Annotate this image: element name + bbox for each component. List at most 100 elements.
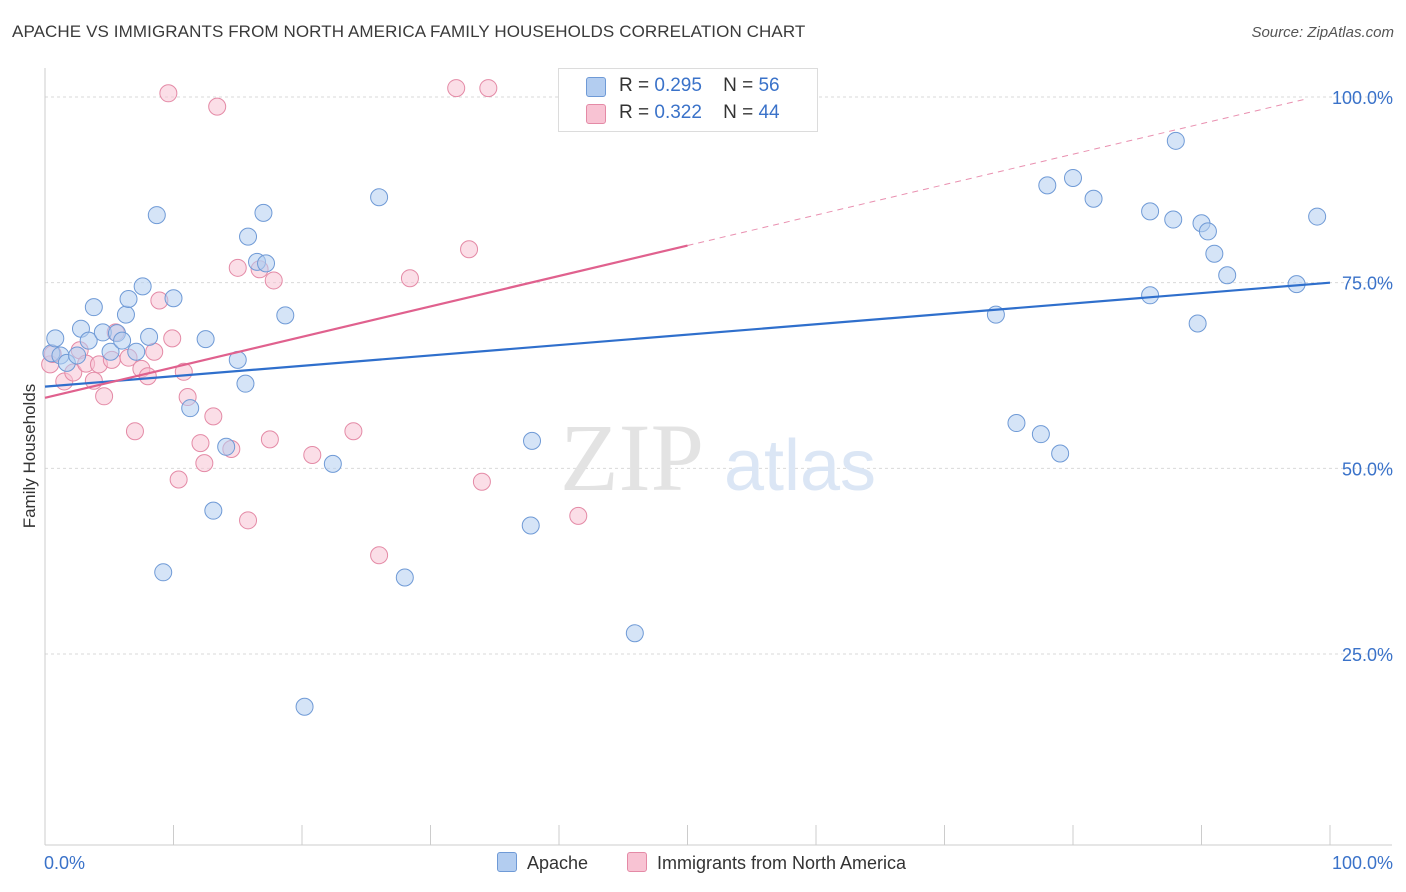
y-tick-label: 25.0% [1342,645,1393,665]
point-apache [625,624,644,643]
axes [44,68,1392,846]
point-apache [1198,222,1217,241]
trend-line-immigrants [44,244,688,399]
point-apache [239,227,258,246]
point-immigrants [138,367,157,386]
point-apache [204,501,223,520]
trend-line-apache [44,281,1331,388]
point-apache [79,331,98,350]
legend-series: Apache Immigrants from North America [0,852,1406,878]
y-axis-label: Family Households [20,384,39,529]
y-tick-label: 100.0% [1332,88,1393,108]
point-apache [1141,202,1160,221]
point-apache [521,516,540,535]
point-apache [1308,207,1327,226]
trend-line-immigrants-extension [687,98,1305,247]
legend-n-value: 44 [758,102,780,123]
point-apache [119,290,138,309]
point-apache [101,342,120,361]
x-tick-label-right: 100.0% [1332,853,1393,873]
point-apache [295,697,314,716]
point-apache [257,254,276,273]
point-immigrants [370,546,389,565]
point-apache [1205,244,1224,263]
point-immigrants [195,454,214,473]
trend-lines [44,98,1331,399]
chart-source: Source: ZipAtlas.com [1251,24,1394,41]
point-apache [133,277,152,296]
point-apache [1166,131,1185,150]
point-apache [523,431,542,450]
legend-label-immigrants: Immigrants from North America [657,853,907,873]
legend-n-label: N = [723,75,754,96]
point-immigrants [239,511,258,530]
point-apache [164,289,183,308]
point-apache [196,330,215,349]
legend-n-label: N = [723,102,754,123]
point-immigrants [208,97,227,116]
point-apache [116,305,135,324]
point-immigrants [479,79,498,98]
point-apache [127,342,146,361]
point-immigrants [472,472,491,491]
point-apache [147,206,166,225]
series-apache-points [42,131,1327,716]
point-apache [217,437,236,456]
y-tick-labels: 25.0% 50.0% 75.0% 100.0% [1332,88,1393,665]
legend-stats: R = 0.295 N = 56 R = 0.322 N = 44 [558,68,818,132]
point-immigrants [400,269,419,288]
watermark-atlas: atlas [724,426,876,506]
point-immigrants [163,329,182,348]
point-apache [1164,210,1183,229]
point-apache [154,563,173,582]
point-apache [1051,444,1070,463]
point-apache [236,374,255,393]
point-immigrants [460,240,479,259]
point-immigrants [125,422,144,441]
point-apache [1031,425,1050,444]
point-immigrants [159,84,178,103]
point-apache [1007,414,1026,433]
point-apache [84,298,103,317]
point-immigrants [569,506,588,525]
point-apache [1141,286,1160,305]
legend-r-label: R = [619,75,650,96]
legend-swatch-apache [586,77,606,97]
chart-title: APACHE VS IMMIGRANTS FROM NORTH AMERICA … [12,22,806,41]
point-immigrants [303,445,322,464]
watermark: ZIP atlas [560,404,876,511]
point-apache [1038,176,1057,195]
point-immigrants [447,79,466,98]
x-tick-labels: 0.0% 100.0% [44,853,1393,873]
point-immigrants [204,407,223,426]
point-apache [370,188,389,207]
legend-swatch-apache [497,852,517,872]
legend-item-immigrants: Immigrants from North America [627,852,906,874]
point-immigrants [264,271,283,290]
point-apache [68,346,87,365]
point-apache [1218,266,1237,285]
point-apache [1064,168,1082,187]
point-immigrants [344,422,363,441]
legend-swatch-immigrants [627,852,647,872]
point-apache [140,327,159,346]
point-apache [113,331,132,350]
point-apache [46,329,65,348]
legend-r-value: 0.322 [654,102,702,123]
point-apache [181,399,200,418]
legend-r-value: 0.295 [654,75,702,96]
point-apache [254,203,273,222]
y-tick-label: 50.0% [1342,459,1393,479]
point-apache [395,568,414,587]
point-immigrants [169,470,188,489]
legend-item-apache: Apache [497,852,588,874]
legend-n-value: 56 [758,75,780,96]
point-apache [276,306,295,325]
point-immigrants [260,430,279,449]
point-immigrants [191,434,210,453]
point-immigrants [228,258,247,277]
y-tick-label: 75.0% [1342,274,1393,294]
x-tick-label-left: 0.0% [44,853,85,873]
legend-r-label: R = [619,102,650,123]
